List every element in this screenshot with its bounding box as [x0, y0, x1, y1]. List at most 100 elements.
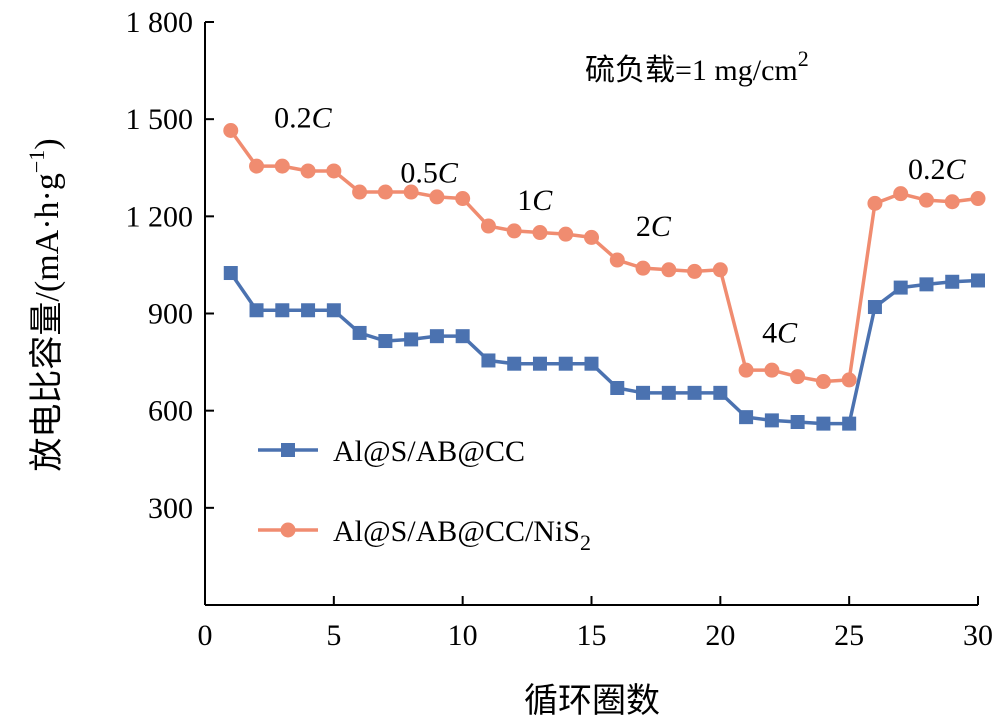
- data-point: [687, 385, 702, 400]
- x-tick-label: 30: [963, 619, 993, 652]
- ticks: 0 5 10 15 20 25 30 300 600 900 1 200 1 500 1 800: [126, 6, 994, 652]
- legend-label: Al@S/AB@CC/NiS2: [333, 515, 591, 555]
- data-point: [377, 184, 393, 200]
- data-point: [764, 413, 779, 428]
- rate-value: 2: [636, 210, 651, 243]
- rate-label: 0.2C: [274, 101, 333, 134]
- data-point: [841, 372, 857, 388]
- x-tick-label: 0: [198, 619, 213, 652]
- data-point: [893, 186, 909, 202]
- rate-unit: C: [532, 184, 553, 217]
- y-tick-label: 600: [148, 395, 193, 428]
- data-point: [867, 300, 882, 315]
- data-point: [713, 385, 728, 400]
- x-axis-label: 循环圈数: [524, 682, 660, 720]
- y-tick-label: 1 200: [126, 200, 194, 233]
- rate-value: 1: [517, 184, 532, 217]
- data-point: [223, 123, 239, 139]
- rate-unit: C: [946, 153, 967, 186]
- y-axis-label-main: 放电比容量/(mA·h·g: [28, 173, 66, 471]
- y-axis-label-sup: −1: [24, 150, 49, 173]
- loading-note-text: 硫负载=1 mg/cm: [585, 54, 798, 87]
- data-point: [739, 410, 754, 425]
- y-tick-label: 1 500: [126, 103, 194, 136]
- data-point: [429, 189, 445, 205]
- data-point: [815, 374, 831, 390]
- x-tick-label: 20: [705, 619, 735, 652]
- data-point: [275, 303, 290, 318]
- data-point: [532, 225, 548, 241]
- data-point: [326, 163, 342, 179]
- rate-value: 0.2: [274, 101, 312, 134]
- rate-label: 0.5C: [400, 156, 459, 189]
- data-point: [635, 260, 651, 276]
- data-point: [687, 263, 703, 279]
- loading-note-sup: 2: [798, 46, 809, 71]
- data-point: [300, 163, 316, 179]
- data-point: [712, 262, 728, 278]
- data-point: [481, 353, 496, 368]
- data-point: [764, 362, 780, 378]
- data-point: [584, 356, 599, 371]
- data-point: [429, 329, 444, 344]
- legend-marker: [280, 522, 296, 538]
- data-point: [790, 415, 805, 430]
- data-point: [480, 218, 496, 234]
- data-point: [249, 158, 265, 174]
- data-point: [301, 303, 316, 318]
- data-point: [404, 332, 419, 347]
- data-point: [532, 356, 547, 371]
- y-tick-label: 300: [148, 492, 193, 525]
- series-1: [223, 266, 985, 431]
- data-point: [249, 303, 264, 318]
- series-line: [229, 272, 979, 426]
- data-point: [352, 184, 368, 200]
- data-point: [326, 303, 341, 318]
- data-point: [661, 262, 677, 278]
- rate-unit: C: [312, 101, 333, 134]
- data-point: [558, 226, 574, 242]
- rate-unit: C: [438, 156, 459, 189]
- data-point: [842, 416, 857, 431]
- rate-unit: C: [651, 210, 672, 243]
- data-point: [944, 194, 960, 210]
- data-point: [506, 223, 522, 239]
- data-point: [867, 195, 883, 211]
- data-point: [738, 362, 754, 378]
- data-point: [455, 191, 471, 207]
- data-point: [609, 252, 625, 268]
- data-point: [893, 280, 908, 295]
- data-point: [223, 266, 238, 281]
- data-point: [661, 385, 676, 400]
- data-point: [970, 191, 986, 207]
- y-tick-label: 900: [148, 298, 193, 331]
- series-2: [223, 123, 986, 390]
- rate-label: 1C: [517, 184, 553, 217]
- legend: Al@S/AB@CC Al@S/AB@CC/NiS2: [258, 435, 591, 555]
- data-point: [816, 416, 831, 431]
- x-tick-label: 15: [577, 619, 607, 652]
- legend-label: Al@S/AB@CC: [333, 435, 525, 468]
- rate-label: 4C: [762, 317, 798, 350]
- data-point: [636, 385, 651, 400]
- data-point: [610, 380, 625, 395]
- rate-value: 4: [762, 317, 777, 350]
- legend-item-1: Al@S/AB@CC: [258, 435, 525, 468]
- data-point: [584, 229, 599, 245]
- data-point: [918, 192, 934, 208]
- y-tick-label: 1 800: [126, 6, 194, 39]
- legend-name: Al@S/AB@CC/NiS: [333, 515, 580, 548]
- rate-value: 0.2: [908, 153, 946, 186]
- y-axis-label-end: ): [29, 138, 66, 149]
- rate-unit: C: [777, 317, 798, 350]
- data-point: [403, 184, 419, 200]
- rate-label: 0.2C: [908, 153, 967, 186]
- data-point: [919, 277, 934, 292]
- series-layer: [223, 123, 986, 431]
- legend-marker: [281, 443, 295, 457]
- rate-label: 2C: [636, 210, 672, 243]
- data-point: [274, 158, 290, 174]
- rate-value: 0.5: [400, 156, 438, 189]
